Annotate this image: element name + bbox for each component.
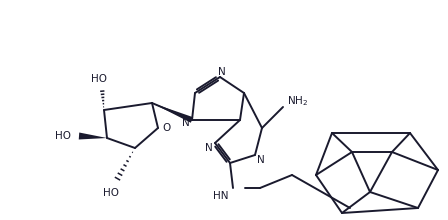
Text: O: O: [162, 123, 170, 133]
Text: NH$_2$: NH$_2$: [287, 94, 308, 108]
Polygon shape: [152, 103, 193, 123]
Text: HO: HO: [55, 131, 71, 141]
Text: HN: HN: [213, 191, 229, 201]
Text: HO: HO: [91, 74, 107, 84]
Text: N: N: [257, 155, 265, 165]
Text: HO: HO: [103, 188, 119, 198]
Text: N: N: [182, 118, 190, 128]
Text: N: N: [205, 143, 213, 153]
Polygon shape: [79, 132, 107, 139]
Text: N: N: [218, 67, 226, 77]
